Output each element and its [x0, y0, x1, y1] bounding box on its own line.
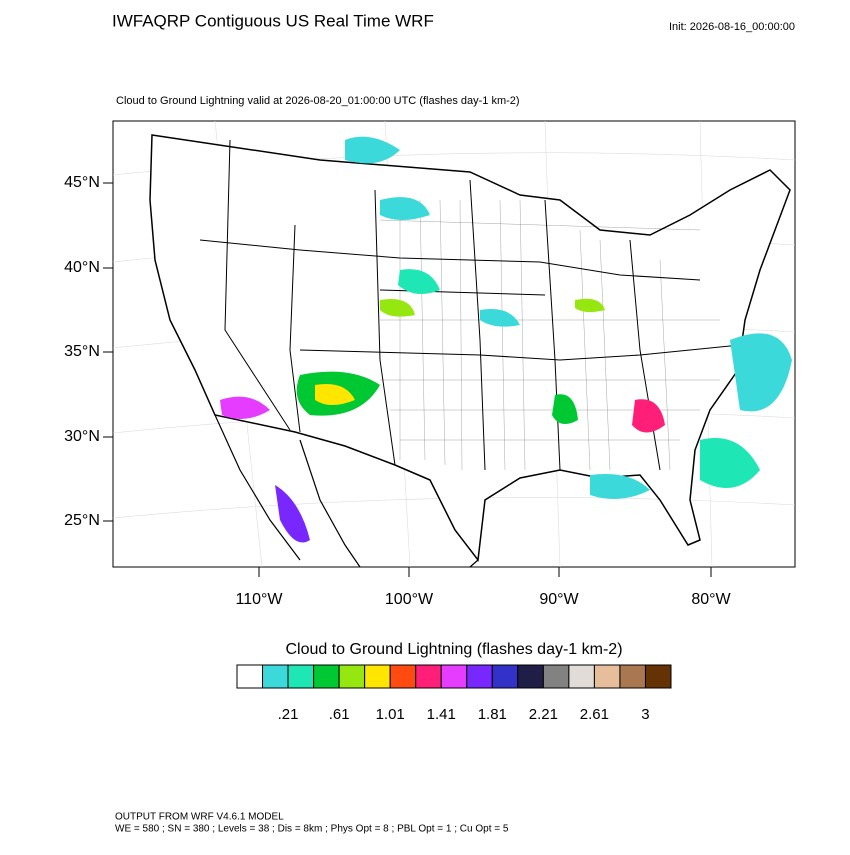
- map-subtitle: Cloud to Ground Lightning valid at 2026-…: [116, 95, 520, 107]
- lat-label: 45°N: [64, 174, 100, 191]
- colorbar-box: [517, 664, 544, 689]
- colorbar-box: [236, 664, 264, 689]
- colorbar-label: 2.61: [580, 706, 609, 723]
- lon-labels: 110°W 100°W 90°W 80°W: [235, 567, 732, 608]
- colorbar-box: [491, 664, 519, 689]
- colorbar-box: [568, 664, 595, 689]
- colorbar-label: 1.81: [478, 706, 507, 723]
- lat-labels: 45°N 40°N 35°N 30°N 25°N: [64, 174, 113, 529]
- county-borders: [379, 199, 720, 471]
- colorbar-box: [262, 664, 289, 689]
- colorbar-label: 3: [641, 706, 649, 723]
- lon-label: 100°W: [385, 591, 434, 608]
- colorbar-label: 1.01: [376, 706, 405, 723]
- colorbar-label: 1.41: [427, 706, 456, 723]
- lat-label: 25°N: [64, 512, 100, 529]
- colorbar-box: [364, 664, 391, 689]
- colorbar: .21 .61 1.01 1.41 1.81 2.21 2.61 3: [236, 664, 672, 723]
- title: IWFAQRP Contiguous US Real Time WRF: [112, 11, 434, 30]
- colorbar-box: [389, 664, 417, 689]
- lat-label: 35°N: [64, 343, 100, 360]
- lat-label: 40°N: [64, 259, 100, 276]
- colorbar-box: [644, 664, 672, 689]
- init-time: Init: 2026-08-16_00:00:00: [669, 21, 795, 33]
- colorbar-label: .61: [329, 706, 350, 723]
- colorbar-box: [542, 664, 570, 689]
- footer-line: OUTPUT FROM WRF V4.6.1 MODEL: [115, 812, 284, 823]
- colorbar-box: [338, 664, 366, 689]
- colorbar-box: [440, 664, 468, 689]
- mexico-coast: [214, 414, 479, 568]
- lon-label: 80°W: [691, 591, 731, 608]
- colorbar-box: [313, 664, 340, 689]
- colorbar-box: [466, 664, 493, 689]
- colorbar-label: 2.21: [529, 706, 558, 723]
- lat-label: 30°N: [64, 428, 100, 445]
- colorbar-title: Cloud to Ground Lightning (flashes day-1…: [285, 641, 622, 658]
- colorbar-box: [287, 664, 315, 689]
- footer-line: WE = 580 ; SN = 380 ; Levels = 38 ; Dis …: [115, 824, 509, 835]
- lon-label: 110°W: [235, 591, 283, 608]
- colorbar-label: .21: [278, 706, 299, 723]
- colorbar-box: [619, 664, 646, 689]
- colorbar-box: [415, 664, 442, 689]
- lightning: [220, 136, 792, 543]
- colorbar-box: [593, 664, 621, 689]
- map: [112, 120, 796, 568]
- lon-label: 90°W: [539, 591, 579, 608]
